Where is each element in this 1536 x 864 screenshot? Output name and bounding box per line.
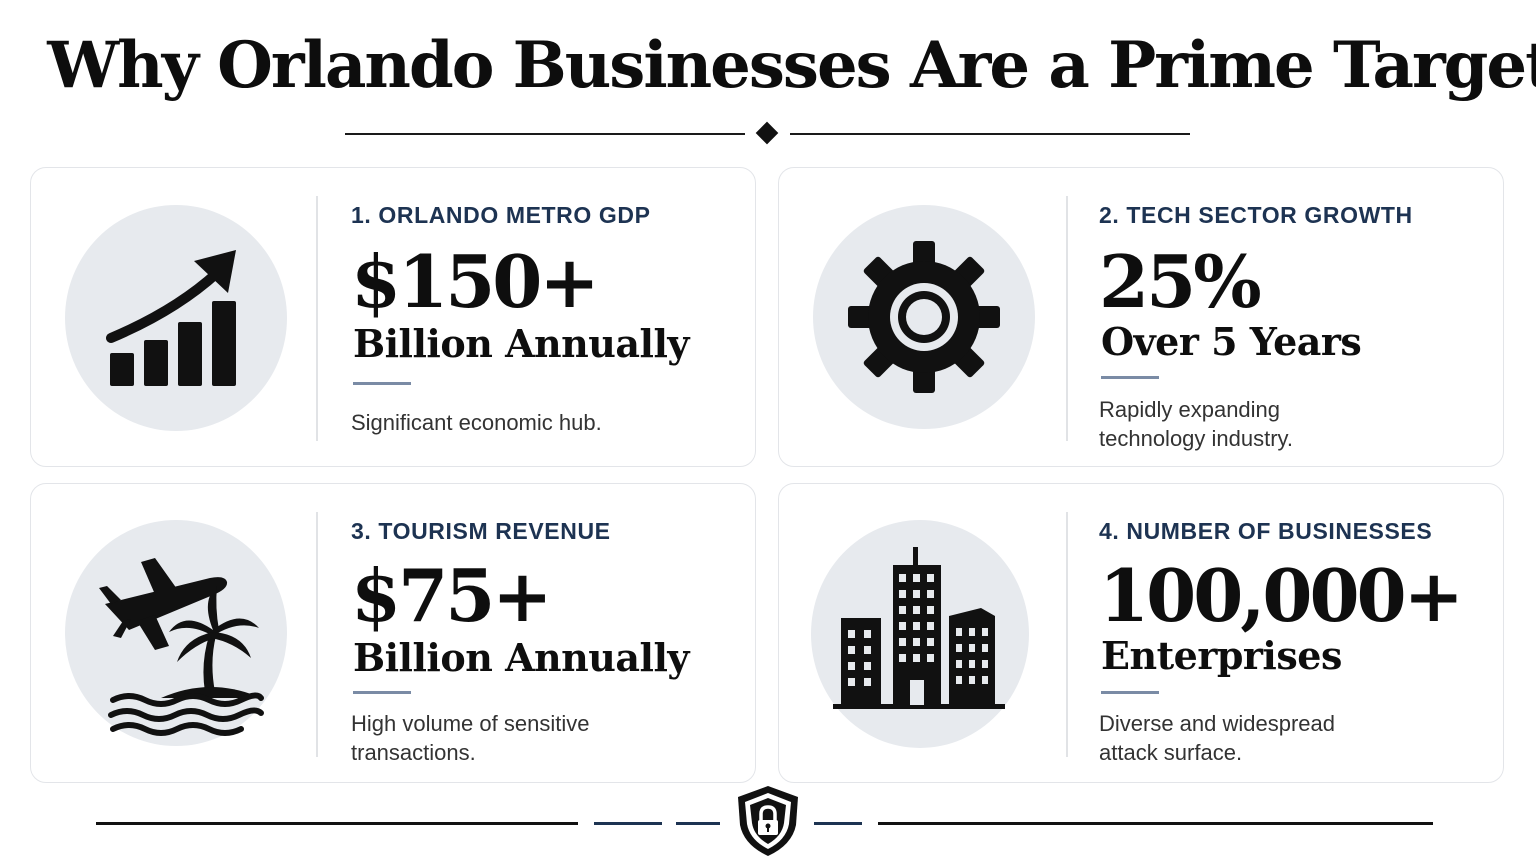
card-description: Significant economic hub. [351,410,602,435]
card-divider [1066,512,1068,757]
title-divider-right [790,133,1190,135]
page-title: Why Orlando Businesses Are a Prime Targe… [47,28,1536,103]
card-label: 2. TECH SECTOR GROWTH [1099,202,1413,228]
footer-dash [814,822,862,825]
card-unit: Enterprises [1101,633,1342,678]
office-buildings-icon [811,520,1029,748]
growth-chart-icon [65,205,287,431]
stat-card-businesses: 4. NUMBER OF BUSINESSES 100,000+ Enterpr… [778,483,1504,783]
shield-lock-icon [734,783,802,864]
card-divider [1066,196,1068,441]
card-accent-rule [1101,376,1159,379]
stat-card-tourism: 3. TOURISM REVENUE $75+ Billion Annually… [30,483,756,783]
gear-icon [813,205,1035,429]
airplane-palm-island-icon [65,520,287,746]
footer-dash [676,822,720,825]
card-value: $75+ [351,553,553,638]
card-accent-rule [1101,691,1159,694]
card-label: 1. ORLANDO METRO GDP [351,202,651,228]
card-divider [316,512,318,757]
stat-card-gdp: 1. ORLANDO METRO GDP $150+ Billion Annua… [30,167,756,467]
card-unit: Over 5 Years [1101,319,1362,364]
card-description: High volume of sensitive transactions. [351,711,590,765]
stat-card-tech-growth: 2. TECH SECTOR GROWTH 25% Over 5 Years R… [778,167,1504,467]
card-unit: Billion Annually [353,635,690,680]
footer-rule-right [878,822,1433,825]
title-divider-diamond [755,121,779,145]
card-accent-rule [353,382,411,385]
footer-rule-left [96,822,578,825]
card-unit: Billion Annually [353,321,690,366]
card-value: 100,000+ [1099,553,1464,638]
card-label: 3. TOURISM REVENUE [351,518,611,544]
card-label: 4. NUMBER OF BUSINESSES [1099,518,1433,544]
footer-dash [594,822,662,825]
card-accent-rule [353,691,411,694]
card-value: $150+ [351,239,600,324]
card-divider [316,196,318,441]
card-description: Rapidly expanding technology industry. [1099,397,1294,451]
title-divider-left [345,133,745,135]
card-value: 25% [1099,239,1262,324]
card-description: Diverse and widespread attack surface. [1099,711,1336,765]
